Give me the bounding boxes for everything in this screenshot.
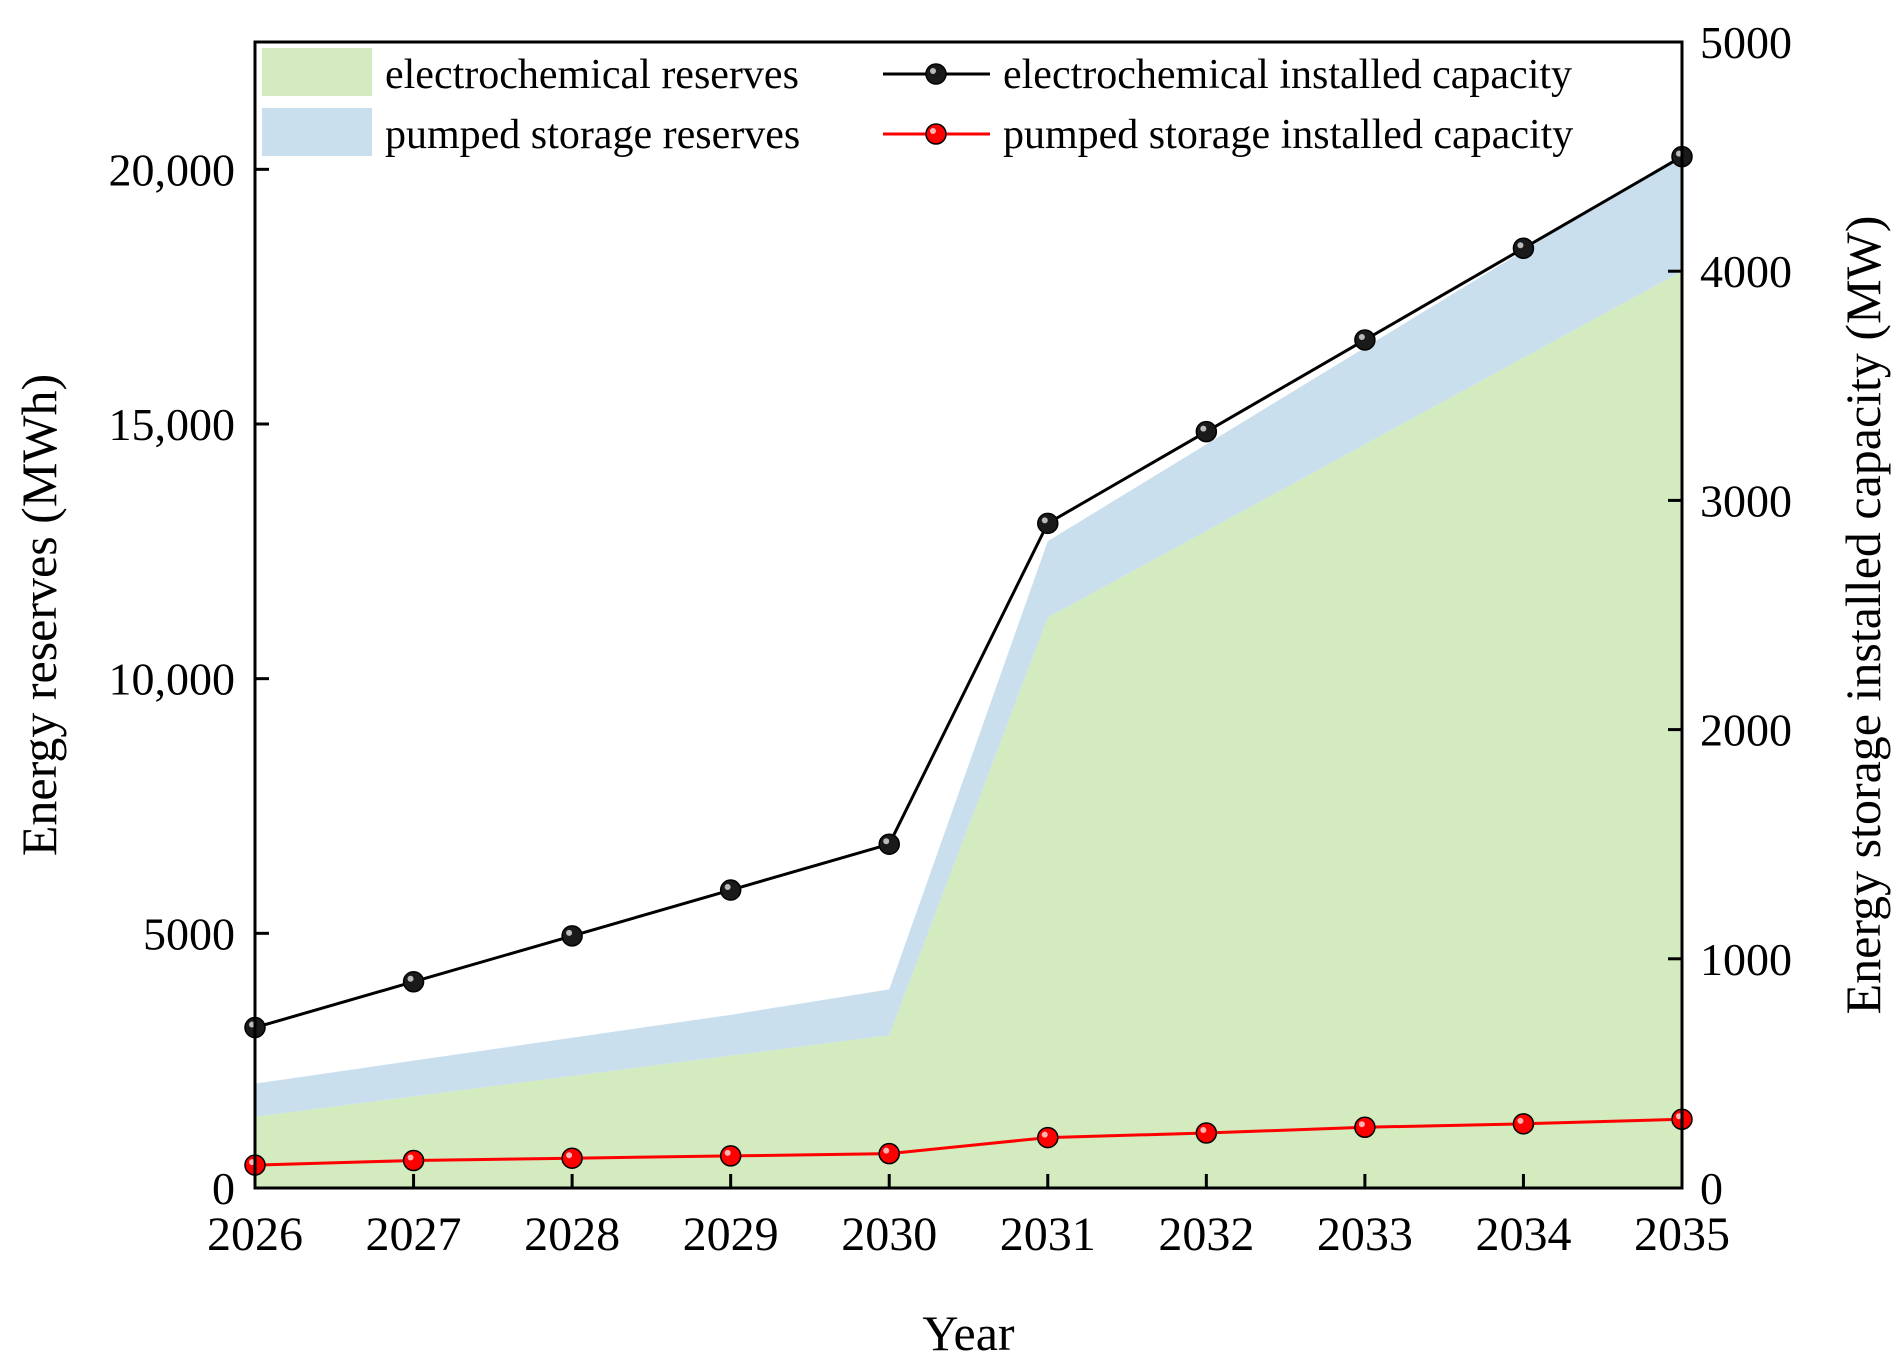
left-y-axis-title: Energy reserves (MWh) bbox=[11, 374, 67, 856]
point-pumped-storage-installed-capacity-2031 bbox=[1037, 1126, 1059, 1149]
plot-frame bbox=[253, 40, 1684, 1190]
legend-swatch-pumped-storage-reserves bbox=[262, 108, 372, 156]
point-highlight-pumped-storage-installed-capacity-2028 bbox=[566, 1152, 573, 1159]
point-electrochemical-installed-capacity-2030 bbox=[878, 833, 900, 855]
legend-label-electrochemical-reserves: electrochemical reserves bbox=[385, 52, 799, 98]
left-tick-label-10000: 10,000 bbox=[109, 654, 236, 705]
point-electrochemical-installed-capacity-2034 bbox=[1512, 237, 1535, 260]
point-pumped-storage-installed-capacity-2033 bbox=[1354, 1116, 1376, 1139]
point-electrochemical-installed-capacity-2032 bbox=[1195, 420, 1218, 443]
area-pumped-storage-reserves bbox=[255, 154, 1682, 1117]
x-tick-label-2029: 2029 bbox=[683, 1208, 779, 1261]
line-electrochemical-installed-capacity bbox=[254, 155, 1683, 1030]
x-tick-label-2030: 2030 bbox=[841, 1208, 937, 1261]
point-electrochemical-installed-capacity-2029 bbox=[719, 879, 742, 901]
point-highlight-pumped-storage-installed-capacity-2034 bbox=[1517, 1117, 1524, 1124]
point-highlight-pumped-storage-installed-capacity-2027 bbox=[407, 1154, 414, 1161]
point-highlight-pumped-storage-installed-capacity-2031 bbox=[1041, 1131, 1048, 1138]
legend-label-electrochemical-capacity: electrochemical installed capacity bbox=[1003, 52, 1572, 98]
left-tick-label-5000: 5000 bbox=[143, 908, 235, 959]
area-layer bbox=[255, 154, 1682, 1188]
legend-marker-electrochemical-installed-capacity bbox=[925, 63, 947, 85]
point-electrochemical-installed-capacity-2033 bbox=[1354, 329, 1376, 351]
point-pumped-storage-installed-capacity-2027 bbox=[402, 1149, 425, 1172]
point-highlight-pumped-storage-installed-capacity-2032 bbox=[1200, 1126, 1207, 1133]
right-y-axis-title: Energy storage installed capacity (MW) bbox=[1835, 216, 1891, 1015]
point-highlight-electrochemical-installed-capacity-2032 bbox=[1200, 425, 1207, 432]
point-highlight-electrochemical-installed-capacity-2034 bbox=[1517, 242, 1524, 249]
legend-marker-highlight-pumped-storage-installed-capacity bbox=[930, 128, 936, 134]
point-highlight-electrochemical-installed-capacity-2029 bbox=[724, 884, 731, 891]
point-pumped-storage-installed-capacity-2030 bbox=[878, 1142, 900, 1165]
point-highlight-electrochemical-installed-capacity-2033 bbox=[1358, 333, 1365, 340]
point-highlight-pumped-storage-installed-capacity-2033 bbox=[1358, 1121, 1365, 1128]
point-highlight-electrochemical-installed-capacity-2030 bbox=[883, 838, 890, 845]
legend-marker-highlight-electrochemical-installed-capacity bbox=[930, 68, 936, 74]
right-tick-label-5000: 5000 bbox=[1700, 17, 1792, 68]
legend-line-pumped-storage-capacity bbox=[883, 123, 990, 145]
x-tick-label-2035: 2035 bbox=[1634, 1208, 1730, 1261]
line-layer bbox=[244, 145, 1693, 1176]
right-tick-label-3000: 3000 bbox=[1700, 475, 1792, 526]
legend-line-electrochemical-capacity bbox=[883, 63, 990, 85]
right-tick-label-4000: 4000 bbox=[1700, 246, 1792, 297]
x-axis-title: Year bbox=[922, 1305, 1014, 1361]
legend-label-pumped-storage-capacity: pumped storage installed capacity bbox=[1003, 112, 1573, 158]
right-tick-label-2000: 2000 bbox=[1700, 705, 1792, 756]
tick-layer: 0 5000 10,000 15,000 20,000 0 1000 2000 3000 4000… bbox=[109, 17, 1793, 1261]
point-pumped-storage-installed-capacity-2028 bbox=[561, 1147, 583, 1169]
point-highlight-electrochemical-installed-capacity-2031 bbox=[1041, 517, 1048, 524]
legend-swatch-electrochemical-reserves bbox=[262, 48, 372, 96]
right-tick-label-1000: 1000 bbox=[1700, 934, 1792, 985]
point-highlight-electrochemical-installed-capacity-2027 bbox=[407, 975, 414, 982]
x-tick-label-2027: 2027 bbox=[366, 1208, 462, 1261]
x-tick-label-2028: 2028 bbox=[524, 1208, 620, 1261]
point-electrochemical-installed-capacity-2027 bbox=[402, 970, 425, 993]
left-tick-label-20000: 20,000 bbox=[109, 144, 236, 195]
x-tick-label-2034: 2034 bbox=[1475, 1208, 1571, 1261]
right-tick-label-0: 0 bbox=[1700, 1163, 1723, 1214]
left-tick-label-15000: 15,000 bbox=[109, 399, 236, 450]
point-electrochemical-installed-capacity-2028 bbox=[561, 925, 583, 947]
legend: electrochemical reserves electrochemical… bbox=[262, 48, 1573, 158]
x-tick-label-2033: 2033 bbox=[1317, 1208, 1413, 1261]
line-pumped-storage-installed-capacity bbox=[254, 1117, 1683, 1167]
point-pumped-storage-installed-capacity-2032 bbox=[1195, 1122, 1218, 1144]
x-tick-label-2026: 2026 bbox=[207, 1208, 303, 1261]
point-pumped-storage-installed-capacity-2029 bbox=[719, 1145, 742, 1167]
legend-label-pumped-storage-reserves: pumped storage reserves bbox=[385, 112, 800, 158]
point-electrochemical-installed-capacity-2031 bbox=[1037, 512, 1059, 535]
point-highlight-pumped-storage-installed-capacity-2030 bbox=[883, 1147, 890, 1154]
legend-marker-pumped-storage-installed-capacity bbox=[925, 123, 947, 145]
point-highlight-pumped-storage-installed-capacity-2029 bbox=[724, 1149, 731, 1156]
x-tick-label-2031: 2031 bbox=[1000, 1208, 1096, 1261]
x-tick-label-2032: 2032 bbox=[1158, 1208, 1254, 1261]
point-pumped-storage-installed-capacity-2034 bbox=[1512, 1113, 1535, 1135]
area-electrochemical-reserves bbox=[255, 271, 1682, 1188]
point-highlight-electrochemical-installed-capacity-2028 bbox=[566, 929, 573, 936]
left-tick-label-0: 0 bbox=[212, 1163, 235, 1214]
